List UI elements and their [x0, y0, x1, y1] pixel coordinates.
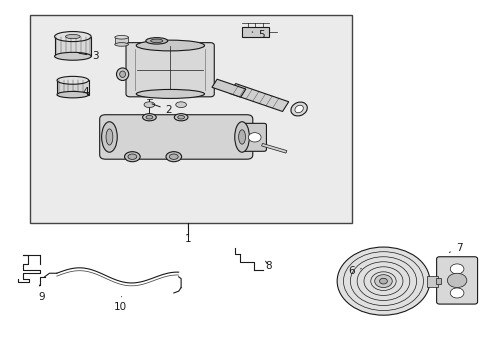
- Circle shape: [449, 264, 463, 274]
- Ellipse shape: [145, 38, 167, 44]
- Ellipse shape: [150, 39, 163, 42]
- FancyBboxPatch shape: [242, 123, 266, 151]
- Text: 3: 3: [79, 51, 99, 61]
- Text: 6: 6: [348, 266, 361, 276]
- Bar: [242, 27, 268, 37]
- Ellipse shape: [115, 36, 128, 39]
- Text: 8: 8: [265, 261, 272, 271]
- Text: 1: 1: [185, 224, 191, 244]
- Bar: [30, 15, 351, 223]
- Bar: [115, 37, 128, 44]
- Ellipse shape: [144, 102, 155, 108]
- Ellipse shape: [290, 102, 306, 116]
- Polygon shape: [229, 84, 288, 112]
- Ellipse shape: [174, 114, 187, 121]
- Ellipse shape: [146, 116, 153, 119]
- Ellipse shape: [57, 76, 88, 84]
- Ellipse shape: [57, 91, 88, 98]
- Polygon shape: [261, 143, 286, 153]
- Ellipse shape: [234, 122, 249, 152]
- Ellipse shape: [124, 152, 140, 162]
- Ellipse shape: [165, 152, 181, 162]
- Text: 9: 9: [39, 285, 45, 302]
- Bar: [427, 276, 437, 287]
- Ellipse shape: [65, 35, 80, 39]
- Bar: [55, 37, 91, 56]
- Ellipse shape: [102, 122, 117, 152]
- Ellipse shape: [177, 116, 184, 119]
- FancyBboxPatch shape: [436, 257, 477, 304]
- Bar: [57, 80, 88, 95]
- Ellipse shape: [136, 40, 204, 51]
- Circle shape: [449, 288, 463, 298]
- Ellipse shape: [136, 89, 204, 98]
- Text: 7: 7: [448, 243, 462, 253]
- Ellipse shape: [116, 68, 128, 81]
- Bar: [435, 278, 440, 284]
- Ellipse shape: [120, 71, 125, 77]
- Text: 10: 10: [113, 297, 126, 312]
- FancyBboxPatch shape: [126, 42, 214, 97]
- Ellipse shape: [169, 154, 178, 159]
- Ellipse shape: [106, 129, 113, 145]
- Text: 5: 5: [251, 30, 264, 40]
- Circle shape: [447, 273, 466, 288]
- Text: 4: 4: [74, 87, 89, 97]
- Ellipse shape: [128, 154, 137, 159]
- Ellipse shape: [294, 105, 303, 113]
- Circle shape: [336, 247, 429, 315]
- FancyBboxPatch shape: [100, 115, 252, 159]
- Text: 2: 2: [152, 104, 172, 115]
- Ellipse shape: [175, 102, 186, 108]
- Circle shape: [374, 275, 391, 288]
- Ellipse shape: [55, 32, 91, 41]
- Polygon shape: [211, 79, 245, 97]
- Circle shape: [248, 133, 261, 142]
- Ellipse shape: [115, 42, 128, 46]
- Circle shape: [379, 278, 386, 284]
- Ellipse shape: [55, 52, 91, 60]
- Ellipse shape: [238, 130, 245, 144]
- Ellipse shape: [142, 114, 156, 121]
